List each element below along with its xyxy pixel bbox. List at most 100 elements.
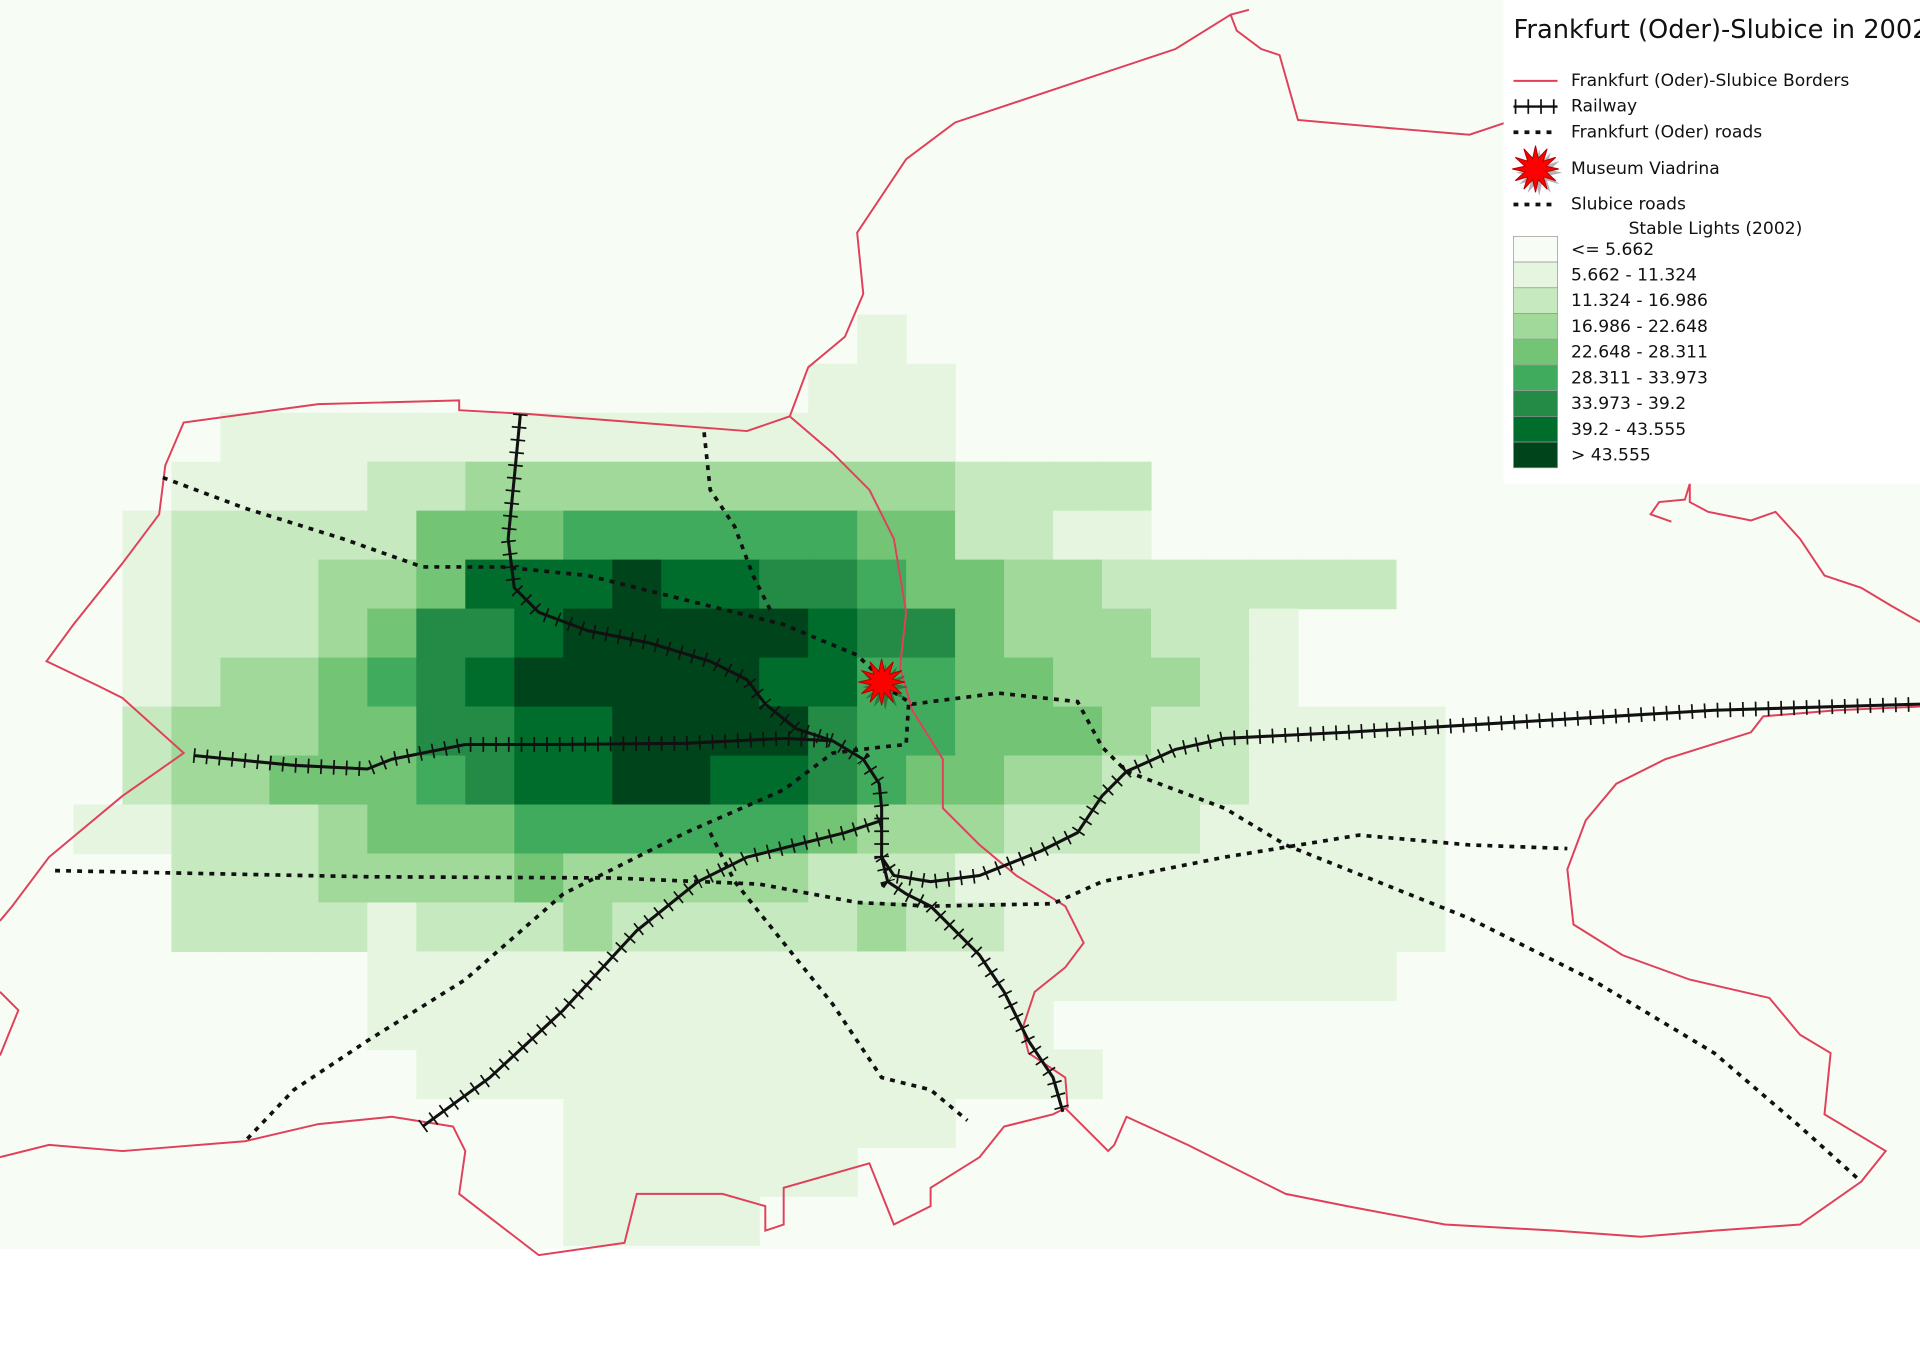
- raster-cell: [955, 706, 1005, 757]
- raster-cell: [1004, 510, 1054, 561]
- raster-cell: [1004, 706, 1054, 757]
- raster-cell: [710, 1000, 760, 1051]
- raster-cell: [318, 853, 368, 904]
- raster-cell: [465, 412, 515, 463]
- raster-cell: [1248, 608, 1299, 659]
- raster-cell: [808, 608, 858, 659]
- raster-cell: [955, 902, 1005, 953]
- raster-cell: [367, 559, 417, 610]
- raster-cell: [367, 461, 417, 512]
- raster-cell: [710, 1147, 760, 1197]
- raster-cell: [612, 412, 662, 463]
- raster-cell: [955, 951, 1005, 1002]
- raster-cell: [1297, 755, 1348, 806]
- raster-cell: [1395, 804, 1446, 855]
- raster-cell: [857, 314, 907, 365]
- raster-cell: [955, 657, 1005, 708]
- raster-cell: [906, 608, 956, 659]
- raster-cell: [808, 804, 858, 855]
- raster-cell: [318, 608, 368, 659]
- raster-cell: [514, 804, 564, 855]
- raster-cell: [955, 608, 1005, 659]
- raster-cell: [661, 902, 711, 953]
- road: [246, 703, 911, 1141]
- raster-cell: [612, 1196, 662, 1246]
- raster-cell: [906, 412, 956, 463]
- raster-cell: [1248, 755, 1299, 806]
- legend-label: Slubice roads: [1571, 195, 1686, 215]
- raster-cell: [318, 706, 368, 757]
- raster-cell: [563, 1196, 613, 1246]
- raster-cell: [171, 804, 222, 855]
- raster-cell: [318, 510, 368, 561]
- raster-cell: [612, 1098, 662, 1148]
- raster-cell: [269, 706, 319, 757]
- raster-cell: [661, 461, 711, 512]
- raster-cell: [465, 706, 515, 757]
- raster-cell: [465, 853, 515, 904]
- raster-cell: [710, 412, 760, 463]
- legend-class-label: 5.662 - 11.324: [1571, 266, 1697, 286]
- legend-swatch: [1513, 235, 1558, 263]
- raster-cell: [318, 902, 368, 953]
- raster-cell: [1053, 804, 1103, 855]
- raster-cell: [1053, 755, 1103, 806]
- raster-cell: [563, 755, 613, 806]
- raster-cell: [269, 510, 319, 561]
- legend-class-label: 11.324 - 16.986: [1571, 291, 1708, 311]
- raster-cell: [416, 902, 466, 953]
- raster-cell: [416, 755, 466, 806]
- raster-cell: [171, 755, 222, 806]
- raster-cell: [1004, 608, 1054, 659]
- raster-cell: [710, 755, 760, 806]
- raster-cell: [514, 902, 564, 953]
- raster-cell: [465, 1000, 515, 1051]
- raster-cell: [416, 608, 466, 659]
- raster-cell: [122, 804, 173, 855]
- raster-cell: [1102, 951, 1152, 1002]
- raster-cell: [171, 461, 222, 512]
- raster-cell: [1151, 853, 1201, 904]
- railway-ticks: [192, 731, 834, 777]
- raster-cell: [661, 1196, 711, 1246]
- raster-cell: [759, 853, 809, 904]
- raster-cell: [612, 657, 662, 708]
- raster-cell: [514, 755, 564, 806]
- raster-cell: [563, 461, 613, 512]
- raster-cell: [1395, 755, 1446, 806]
- raster-cell: [269, 608, 319, 659]
- raster-cell: [416, 412, 466, 463]
- legend-swatch: [1513, 261, 1558, 289]
- raster-cell: [416, 804, 466, 855]
- raster-cell: [857, 510, 907, 561]
- raster-cell: [1200, 951, 1250, 1002]
- railway-ticks: [418, 813, 884, 1133]
- legend-class-label: 22.648 - 28.311: [1571, 343, 1708, 363]
- raster-cell: [906, 363, 956, 414]
- raster-cell: [171, 706, 222, 757]
- raster-cell: [710, 510, 760, 561]
- raster-cell: [367, 902, 417, 953]
- raster-cell: [1297, 559, 1348, 610]
- raster-cell: [1053, 902, 1103, 953]
- raster-cell: [122, 657, 173, 708]
- raster-cell: [1004, 951, 1054, 1002]
- railway-ticks: [875, 696, 1920, 890]
- legend-class-label: <= 5.662: [1571, 240, 1654, 260]
- legend-label: Museum Viadrina: [1571, 159, 1720, 179]
- raster-cell: [1346, 951, 1397, 1002]
- raster-cell: [1346, 755, 1397, 806]
- raster-cell: [171, 608, 222, 659]
- legend-class-label: 33.973 - 39.2: [1571, 394, 1686, 414]
- raster-cell: [1200, 657, 1250, 708]
- raster-cell: [612, 1000, 662, 1051]
- raster-cell: [1004, 804, 1054, 855]
- raster-cell: [759, 951, 809, 1002]
- raster-cell: [367, 412, 417, 463]
- raster-cell: [955, 1000, 1005, 1051]
- legend-background: [1503, 0, 1920, 484]
- legend-swatch: [1513, 338, 1558, 366]
- raster-cell: [1102, 853, 1152, 904]
- raster-cell: [220, 412, 270, 463]
